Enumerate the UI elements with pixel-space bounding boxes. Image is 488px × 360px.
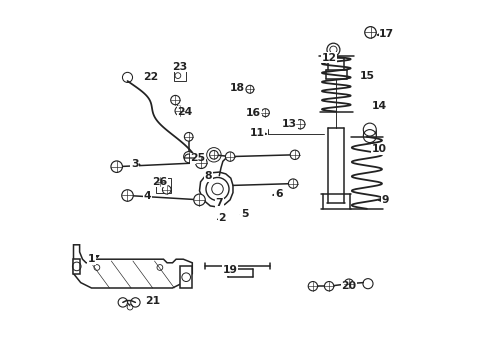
Text: 1: 1 (87, 254, 95, 264)
Text: 24: 24 (177, 107, 192, 117)
Circle shape (261, 109, 269, 117)
Circle shape (324, 282, 333, 291)
Polygon shape (199, 172, 232, 207)
Polygon shape (156, 178, 170, 193)
Text: 9: 9 (380, 195, 388, 205)
Text: 20: 20 (341, 281, 356, 291)
Circle shape (193, 194, 205, 206)
Circle shape (175, 106, 184, 116)
Circle shape (184, 154, 193, 163)
Text: 3: 3 (131, 159, 138, 169)
Text: 17: 17 (378, 29, 393, 39)
Text: 25: 25 (190, 153, 205, 163)
Circle shape (162, 185, 171, 194)
Polygon shape (73, 259, 80, 274)
Text: 18: 18 (229, 83, 244, 93)
Text: 22: 22 (143, 72, 158, 82)
Text: 19: 19 (222, 265, 237, 275)
Text: 5: 5 (240, 209, 248, 219)
Circle shape (307, 282, 317, 291)
Polygon shape (173, 71, 186, 81)
Circle shape (289, 150, 299, 159)
Text: 13: 13 (282, 119, 296, 129)
Circle shape (195, 157, 206, 168)
Text: 21: 21 (145, 296, 160, 306)
Text: 14: 14 (371, 101, 386, 111)
Text: 15: 15 (359, 71, 374, 81)
Circle shape (183, 152, 193, 162)
Text: 6: 6 (274, 189, 282, 199)
Circle shape (225, 152, 234, 161)
Circle shape (364, 27, 375, 38)
Circle shape (170, 95, 180, 105)
Text: 2: 2 (218, 213, 225, 223)
Text: 16: 16 (245, 108, 261, 118)
Text: 11: 11 (249, 128, 264, 138)
Circle shape (245, 85, 253, 93)
Text: 10: 10 (371, 144, 386, 154)
Circle shape (111, 161, 122, 172)
Text: 8: 8 (204, 171, 212, 181)
Polygon shape (73, 245, 192, 288)
Circle shape (344, 279, 353, 288)
Circle shape (295, 120, 305, 129)
Text: 26: 26 (152, 177, 167, 187)
Text: 7: 7 (215, 198, 223, 208)
Circle shape (184, 132, 193, 141)
Circle shape (156, 177, 164, 186)
Circle shape (122, 190, 133, 201)
Text: 4: 4 (143, 191, 151, 201)
Circle shape (288, 179, 297, 188)
Polygon shape (179, 266, 192, 288)
Text: 12: 12 (321, 53, 336, 63)
Circle shape (209, 150, 218, 159)
Text: 23: 23 (172, 62, 187, 72)
